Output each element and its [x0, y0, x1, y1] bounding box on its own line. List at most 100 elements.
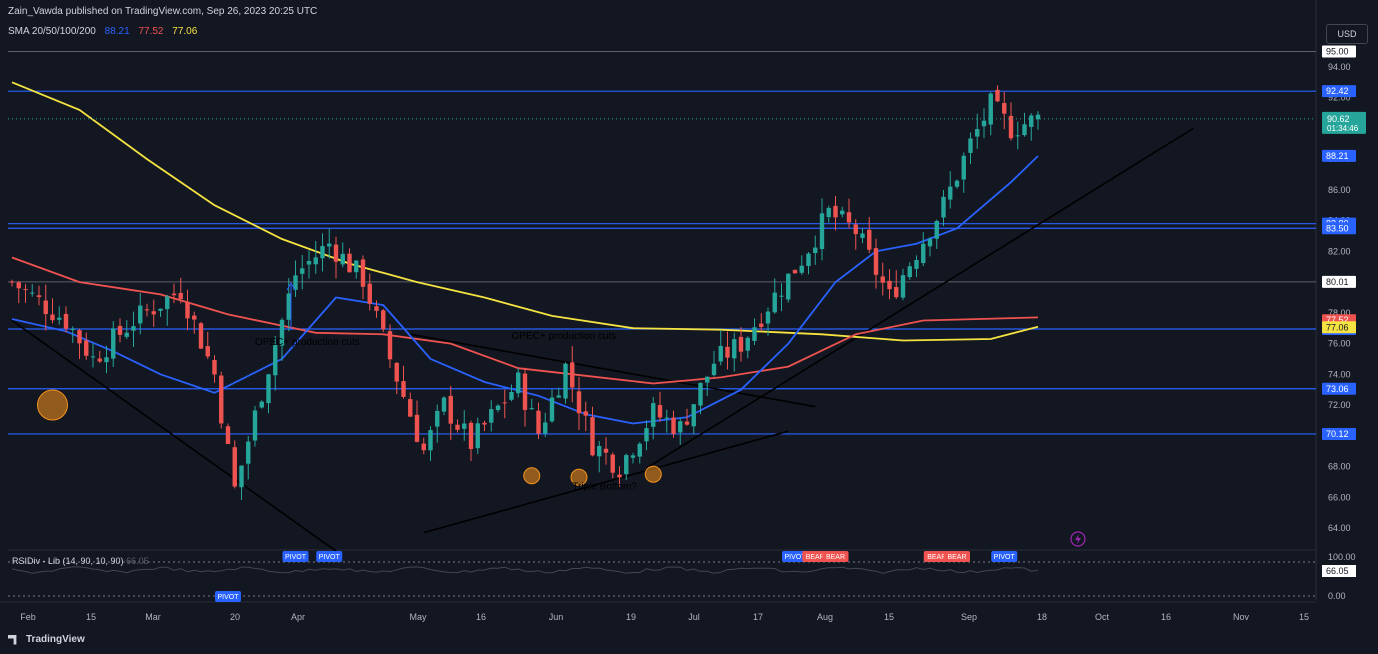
candle-body	[259, 401, 264, 408]
candle-body	[502, 402, 507, 404]
level-label: 73.06	[1326, 384, 1349, 394]
candle-body	[50, 314, 55, 321]
trendline	[410, 333, 816, 408]
tradingview-logo-text: TradingView	[26, 634, 85, 645]
time-tick-label: May	[409, 612, 427, 622]
annotation-text: OPEC+ production cuts	[255, 337, 360, 348]
last-price-tag	[1322, 111, 1366, 134]
candle-body	[273, 345, 278, 376]
candle-body	[1029, 115, 1034, 127]
bottom-marker-circle	[523, 467, 541, 485]
time-tick-label: Jun	[549, 612, 564, 622]
candle-body	[948, 186, 953, 200]
candle-body	[340, 253, 345, 265]
candle-body	[745, 337, 750, 351]
time-tick-label: 16	[476, 612, 486, 622]
sma100-value: 77.06	[172, 26, 198, 37]
level-label-bg	[1322, 427, 1356, 440]
candle-body	[651, 403, 656, 427]
ma-label: 77.52	[1326, 315, 1349, 325]
candle-body	[738, 336, 744, 352]
candle-body	[23, 288, 28, 290]
candle-body	[664, 417, 669, 419]
candle-body	[327, 243, 332, 247]
time-tick-label: Oct	[1095, 612, 1110, 622]
candle-body	[151, 311, 156, 315]
candle-body	[185, 301, 190, 319]
candle-body	[657, 405, 663, 418]
candle-body	[286, 293, 291, 320]
price-tick-label: 72.00	[1328, 400, 1351, 410]
price-tick-label: 78.00	[1328, 308, 1351, 318]
candle-body	[394, 362, 399, 382]
candle-body	[448, 395, 453, 424]
candle-body	[489, 409, 494, 423]
rsi-name: RSIDiv - Lib (14, 90, 10, 90)	[12, 556, 124, 566]
candle-body	[786, 273, 791, 300]
price-tick-label: 68.00	[1328, 462, 1351, 472]
candle-body	[455, 424, 460, 430]
candle-body	[293, 275, 298, 290]
candle-body	[374, 306, 379, 311]
candle-body	[104, 357, 109, 363]
price-tick-label: 66.00	[1328, 492, 1351, 502]
time-tick-label: 20	[230, 612, 240, 622]
candle-body	[475, 423, 480, 449]
currency-button[interactable]: USD	[1326, 24, 1368, 44]
price-tick-label: 64.00	[1328, 523, 1351, 533]
candle-body	[246, 441, 251, 464]
candle-body	[597, 446, 602, 457]
candle-body	[205, 346, 210, 357]
candle-body	[1008, 115, 1014, 139]
candle-body	[732, 339, 737, 359]
time-tick-label: 15	[86, 612, 96, 622]
candle-body	[563, 363, 568, 399]
candle-body	[1022, 124, 1027, 136]
candle-body	[637, 443, 642, 457]
candle-body	[414, 414, 420, 442]
publisher-info: Zain_Vawda published on TradingView.com,…	[8, 6, 318, 17]
trendline	[11, 319, 337, 552]
rsi-badge	[822, 551, 849, 562]
candle-body	[408, 399, 413, 417]
tradingview-logo[interactable]: TradingView	[8, 634, 85, 645]
candle-body	[941, 196, 946, 218]
candle-body	[347, 253, 352, 273]
candle-body	[30, 292, 35, 294]
candle-body	[840, 210, 845, 215]
candle-body	[765, 311, 771, 324]
candle-body	[1002, 102, 1007, 114]
rsi-badge	[944, 551, 970, 562]
last-price-text: 90.62	[1327, 114, 1350, 124]
rsi-value-dim: 66.05	[126, 556, 149, 566]
rsi-badge-text: BEAR	[826, 554, 845, 561]
level-label-bg	[1322, 275, 1356, 288]
time-tick-label: Mar	[145, 612, 161, 622]
candle-body	[617, 474, 622, 478]
candle-body	[131, 326, 136, 331]
candle-body	[57, 317, 62, 320]
level-label-bg	[1322, 382, 1356, 395]
rsi-axis-label: 100.00	[1328, 552, 1356, 562]
candle-body	[705, 376, 710, 383]
candle-body	[63, 313, 69, 329]
candle-body	[887, 280, 892, 290]
candle-body	[624, 455, 629, 475]
rsi-axis-label: 0.00	[1328, 591, 1346, 601]
candle-body	[198, 323, 204, 349]
rsi-value-label: 66.05	[1326, 566, 1349, 576]
candle-body	[779, 295, 784, 297]
candle-body	[192, 315, 197, 320]
candle-body	[691, 404, 696, 427]
candle-body	[894, 287, 899, 298]
price-tick-label: 92.00	[1328, 93, 1351, 103]
candle-body	[549, 397, 555, 422]
candle-body	[995, 89, 1000, 102]
candle-body	[212, 359, 217, 375]
lightning-icon-bolt	[1075, 534, 1081, 544]
candle-body	[144, 309, 150, 311]
candle-body	[90, 356, 96, 358]
candle-body	[543, 422, 548, 434]
sma100-line	[11, 81, 1039, 342]
